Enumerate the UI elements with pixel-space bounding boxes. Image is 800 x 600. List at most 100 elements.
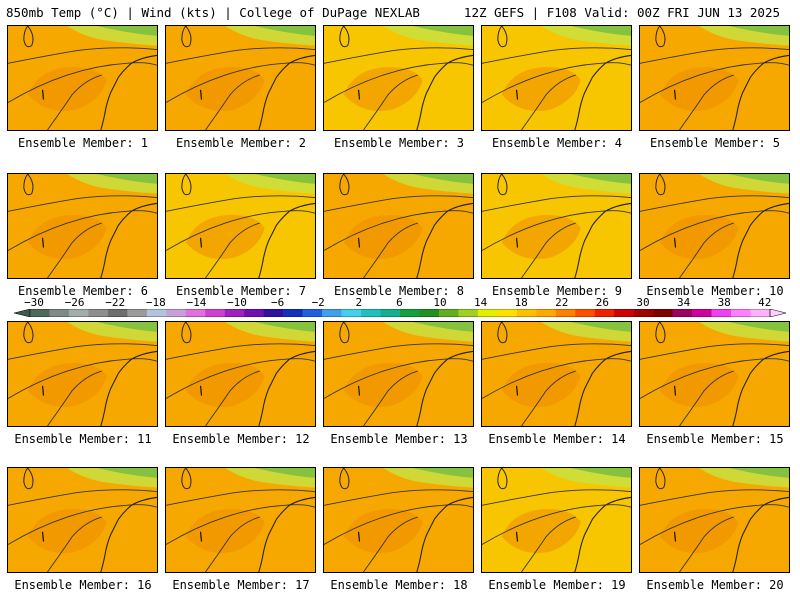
colorbar-swatch xyxy=(516,309,537,317)
ensemble-panel xyxy=(165,25,316,131)
ensemble-member-label: Ensemble Member: 9 xyxy=(491,284,623,298)
colorbar-swatch xyxy=(146,309,167,317)
ensemble-member-label: Ensemble Member: 1 xyxy=(17,136,149,150)
ensemble-member-label: Ensemble Member: 12 xyxy=(172,432,310,446)
ensemble-member-label: Ensemble Member: 11 xyxy=(14,432,152,446)
colorbar-swatch xyxy=(497,309,518,317)
colorbar-swatch xyxy=(711,309,732,317)
ensemble-panel xyxy=(165,467,316,573)
temperature-map xyxy=(166,26,315,130)
temperature-map xyxy=(482,174,631,278)
colorbar-swatch xyxy=(458,309,479,317)
temperature-map xyxy=(482,322,631,426)
colorbar-swatch xyxy=(107,309,128,317)
colorbar-tick-label: 34 xyxy=(676,296,691,309)
ensemble-member-label: Ensemble Member: 19 xyxy=(488,578,626,592)
colorbar-tick-label: 22 xyxy=(555,296,569,309)
colorbar-tick-label: −10 xyxy=(227,296,247,309)
colorbar-swatch xyxy=(594,309,615,317)
ensemble-panel xyxy=(481,467,632,573)
ensemble-member-label: Ensemble Member: 17 xyxy=(172,578,310,592)
colorbar-swatch xyxy=(438,309,459,317)
ensemble-panel xyxy=(639,321,790,427)
temperature-map xyxy=(482,468,631,572)
colorbar-swatch xyxy=(244,309,264,317)
ensemble-panel xyxy=(7,25,158,131)
colorbar-swatch xyxy=(380,309,401,317)
colorbar-tick-label: 38 xyxy=(717,296,731,309)
colorbar-swatch xyxy=(302,309,323,317)
temperature-map xyxy=(324,26,473,130)
colorbar-swatch xyxy=(536,309,557,317)
temperature-map xyxy=(640,322,789,426)
ensemble-member-label: Ensemble Member: 20 xyxy=(646,578,784,592)
colorbar-swatch xyxy=(731,309,751,317)
colorbar-tick-label: 18 xyxy=(514,296,528,309)
colorbar-swatch xyxy=(633,309,654,317)
colorbar-swatch xyxy=(322,309,342,317)
colorbar-tick-label: −2 xyxy=(311,296,325,309)
ensemble-member-label: Ensemble Member: 14 xyxy=(488,432,626,446)
map-title: 850mb Temp (°C) | Wind (kts) | College o… xyxy=(6,5,420,20)
colorbar-swatch xyxy=(419,309,440,317)
ensemble-panel xyxy=(481,25,632,131)
temperature-map xyxy=(324,174,473,278)
colorbar-tick-label: 14 xyxy=(473,296,488,309)
temperature-map xyxy=(8,174,157,278)
colorbar-swatch xyxy=(672,309,693,317)
ensemble-panel xyxy=(7,173,158,279)
ensemble-panel xyxy=(323,467,474,573)
colorbar-tick-label: −30 xyxy=(24,296,44,309)
colorbar-swatch xyxy=(400,309,420,317)
ensemble-member-label: Ensemble Member: 3 xyxy=(333,136,465,150)
ensemble-member-label: Ensemble Member: 7 xyxy=(175,284,307,298)
colorbar-swatch xyxy=(166,309,187,317)
ensemble-member-label: Ensemble Member: 13 xyxy=(330,432,468,446)
colorbar-tick-label: 30 xyxy=(636,296,650,309)
colorbar-tick-label: −18 xyxy=(145,296,166,309)
colorbar-swatch xyxy=(361,309,381,317)
ensemble-member-label: Ensemble Member: 5 xyxy=(649,136,781,150)
ensemble-panel xyxy=(7,321,158,427)
colorbar-swatch xyxy=(88,309,109,317)
colorbar-tick-label: 42 xyxy=(758,296,772,309)
temperature-map xyxy=(166,468,315,572)
colorbar-swatch xyxy=(283,309,303,317)
colorbar-swatch xyxy=(263,309,284,317)
colorbar-tick-label: −22 xyxy=(105,296,126,309)
ensemble-panel xyxy=(323,25,474,131)
colorbar-tick-label: −26 xyxy=(64,296,85,309)
temperature-map xyxy=(324,468,473,572)
colorbar-swatch xyxy=(205,309,226,317)
ensemble-panel xyxy=(165,173,316,279)
colorbar-swatch xyxy=(575,309,596,317)
ensemble-member-label: Ensemble Member: 15 xyxy=(646,432,784,446)
ensemble-panel xyxy=(165,321,316,427)
temperature-map xyxy=(640,468,789,572)
colorbar-swatch xyxy=(185,309,206,317)
temperature-map xyxy=(8,26,157,130)
ensemble-panel xyxy=(481,321,632,427)
ensemble-panel xyxy=(481,173,632,279)
colorbar-tick-label: 2 xyxy=(355,296,363,309)
ensemble-panel xyxy=(639,173,790,279)
temperature-colorbar xyxy=(14,309,786,317)
ensemble-member-label: Ensemble Member: 8 xyxy=(333,284,465,298)
colorbar-tick-label: 26 xyxy=(595,296,610,309)
temperature-map xyxy=(324,322,473,426)
ensemble-panel xyxy=(639,25,790,131)
ensemble-panel xyxy=(7,467,158,573)
colorbar-tick-label: 10 xyxy=(433,296,447,309)
ensemble-member-label: Ensemble Member: 16 xyxy=(14,578,152,592)
colorbar-swatch xyxy=(341,309,362,317)
temperature-map xyxy=(640,174,789,278)
colorbar-tick-label: −14 xyxy=(186,296,207,309)
ensemble-panel xyxy=(323,321,474,427)
temperature-map xyxy=(482,26,631,130)
colorbar-tick-label: 6 xyxy=(396,296,403,309)
colorbar-swatch xyxy=(477,309,498,317)
colorbar-swatch xyxy=(692,309,712,317)
temperature-map xyxy=(640,26,789,130)
ensemble-member-label: Ensemble Member: 2 xyxy=(175,136,307,150)
ensemble-member-label: Ensemble Member: 10 xyxy=(646,284,784,298)
